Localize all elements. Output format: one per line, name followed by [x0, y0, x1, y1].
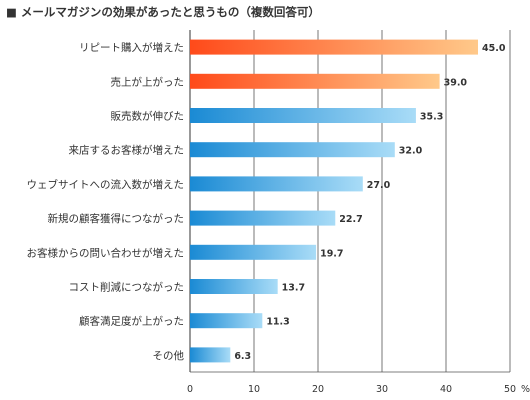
value-label: 32.0	[399, 146, 423, 157]
category-label: 顧客満足度が上がった	[79, 315, 184, 328]
x-tick-label: 0	[187, 384, 193, 395]
category-label: お客様からの問い合わせが増えた	[27, 246, 185, 259]
bar	[190, 73, 440, 89]
bar	[190, 279, 278, 294]
bar	[190, 176, 363, 192]
category-label: コスト削減につながった	[69, 281, 185, 294]
x-tick-label: 30	[376, 384, 388, 395]
x-tick-label: 40	[440, 384, 452, 395]
chart-title: ■ メールマガジンの効果があったと思うもの（複数回答可）	[6, 5, 320, 19]
bar	[190, 39, 478, 55]
value-label: 35.3	[420, 112, 443, 123]
category-label: 売上が上がった	[111, 75, 185, 88]
value-label: 39.0	[444, 77, 468, 88]
value-label: 11.3	[266, 317, 289, 328]
value-label: 27.0	[367, 180, 391, 191]
category-label: 販売数が伸びた	[111, 110, 185, 123]
bar	[190, 313, 263, 329]
x-axis-unit: %	[521, 384, 530, 395]
bar	[190, 210, 336, 226]
value-label: 19.7	[320, 248, 343, 259]
bars	[190, 39, 478, 363]
x-tick-label: 10	[248, 384, 260, 395]
x-tick-label: 20	[312, 384, 324, 395]
category-label: 来店するお客様が増えた	[69, 144, 185, 157]
category-label: その他	[153, 349, 185, 362]
bar	[190, 142, 395, 158]
bar	[190, 108, 416, 123]
x-tick-label: 50	[504, 384, 516, 395]
value-label: 6.3	[234, 351, 251, 362]
category-label: リピート購入が増えた	[79, 41, 184, 54]
value-label: 13.7	[282, 283, 305, 294]
value-label: 45.0	[482, 43, 506, 54]
category-label: ウェブサイトへの流入数が増えた	[27, 178, 185, 191]
bar	[190, 244, 317, 260]
bar	[190, 347, 231, 363]
category-label: 新規の顧客獲得につながった	[48, 212, 185, 225]
labels: 0 10 20 30 40 50 % リピート購入が増えた 45.0 売上が上がった 39.0 販売数…	[27, 41, 530, 395]
value-label: 22.7	[339, 214, 362, 225]
